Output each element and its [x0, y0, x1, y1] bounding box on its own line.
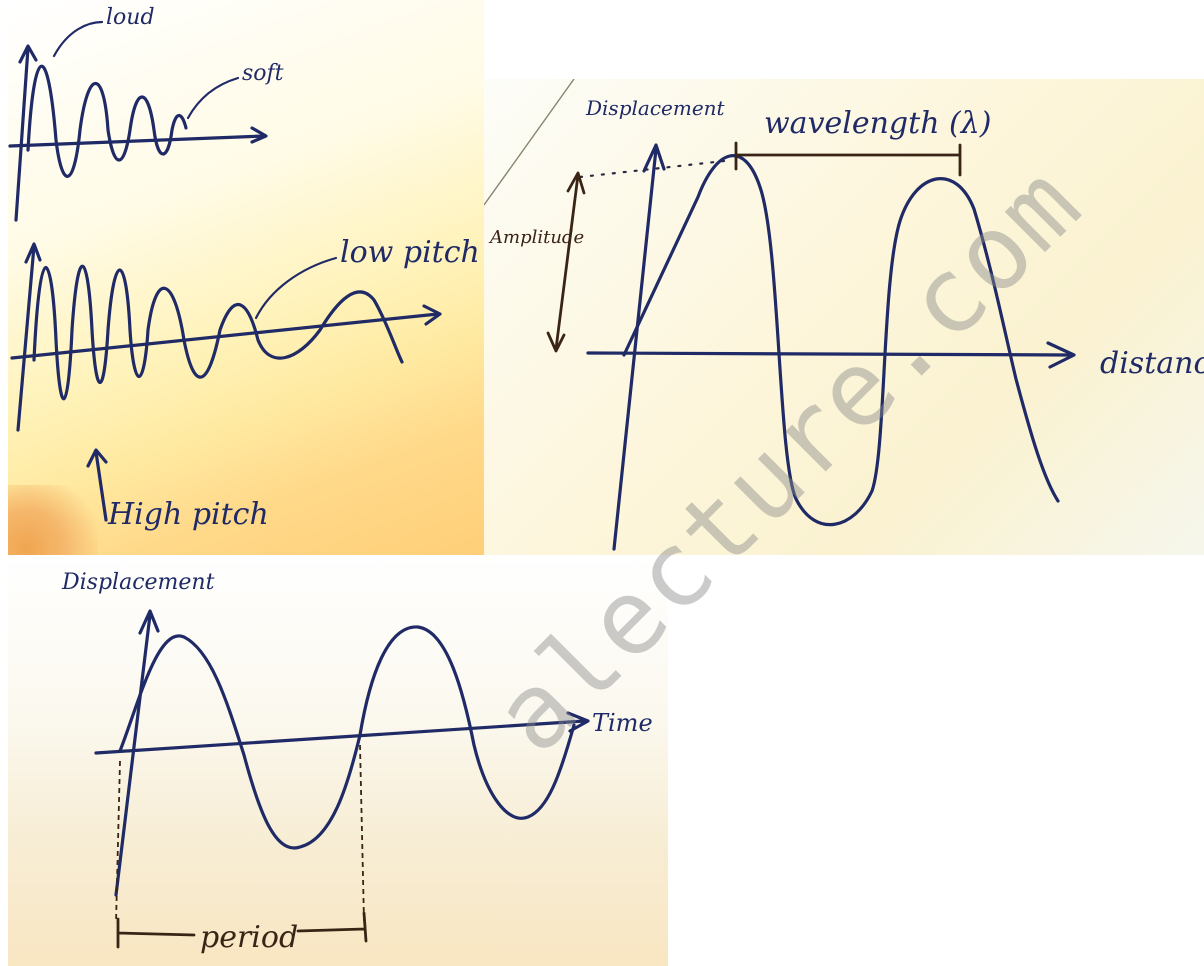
pitch-x-axis: [10, 304, 442, 360]
pitch-wave: [32, 264, 404, 401]
soft-pointer: [186, 76, 240, 120]
wavelength-x-axis: [586, 341, 1076, 369]
wavelength-bracket: [734, 141, 962, 177]
period-ylabel: Displacement: [61, 570, 215, 595]
sound-waves-sketch: loud soft low pitch High pitch: [8, 5, 480, 532]
soft-label: soft: [242, 61, 284, 86]
paper-crease: [484, 79, 575, 206]
period-panel: period Displacement Time: [8, 555, 668, 966]
high-pitch-label: High pitch: [107, 497, 269, 532]
period-wave: [118, 625, 576, 850]
period-y-axis: [114, 609, 160, 897]
sound-waves-panel: loud soft low pitch High pitch: [8, 0, 484, 555]
wavelength-wave: [622, 154, 1060, 527]
loud-label: loud: [106, 5, 155, 30]
loudness-x-axis: [8, 126, 268, 148]
high-pitch-arrow: [86, 448, 108, 522]
period-label: period: [200, 920, 298, 955]
corner-shadow: [8, 485, 98, 555]
period-x-axis: [94, 711, 590, 755]
decaying-wave: [26, 64, 188, 178]
wavelength-ylabel: Displacement: [585, 96, 726, 120]
loudness-y-axis: [14, 44, 38, 222]
low-pitch-pointer: [254, 256, 338, 320]
distance-label: distance: [1100, 346, 1204, 381]
amplitude-label: Amplitude: [488, 227, 584, 248]
wavelength-sketch: wavelength (λ) Amplitude Displacement di…: [484, 79, 1204, 551]
peak-dotted-line: [578, 159, 726, 179]
period-bracket: [116, 911, 368, 949]
wavelength-panel: wavelength (λ) Amplitude Displacement di…: [484, 79, 1204, 555]
pitch-y-axis: [16, 242, 42, 432]
amplitude-arrow: [546, 171, 586, 353]
low-pitch-label: low pitch: [340, 235, 480, 270]
period-start-line: [115, 760, 121, 924]
period-end-line: [359, 744, 365, 922]
wavelength-y-axis: [612, 143, 666, 551]
wavelength-label: wavelength (λ): [764, 106, 991, 141]
loud-pointer: [52, 20, 104, 58]
period-sketch: period Displacement Time: [61, 570, 653, 955]
time-label: Time: [592, 709, 653, 737]
